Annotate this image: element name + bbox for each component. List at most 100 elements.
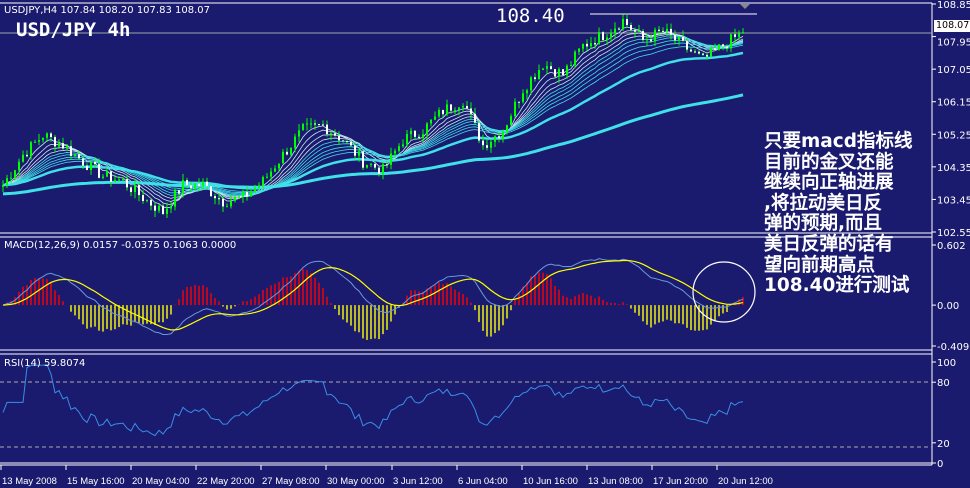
candle-body	[578, 48, 580, 52]
candle-body	[678, 36, 680, 41]
price-axis-label: 106.15	[937, 98, 970, 109]
rsi-panel	[2, 364, 744, 437]
candle-body	[658, 29, 660, 31]
candle-body	[82, 158, 84, 166]
candle-body	[218, 198, 220, 200]
candle-body	[226, 206, 228, 208]
candle-body	[234, 196, 236, 201]
candle-body	[530, 77, 532, 91]
candle-body	[2, 185, 4, 187]
candle-body	[454, 110, 456, 112]
candle-body	[402, 144, 404, 147]
candle-body	[170, 206, 172, 209]
candle-body	[606, 37, 608, 41]
annotation-line: 继续向正轴进展	[764, 172, 894, 194]
candle-body	[630, 25, 632, 30]
candle-body	[346, 141, 348, 143]
candle-body	[542, 68, 544, 71]
candle-body	[646, 39, 648, 41]
candle-body	[478, 122, 480, 141]
candle-body	[710, 48, 712, 57]
candle-body	[74, 154, 76, 156]
candle-body	[110, 171, 112, 183]
candle-body	[122, 179, 124, 181]
candle-body	[198, 183, 200, 187]
candle-body	[270, 171, 272, 177]
candle-body	[522, 93, 524, 102]
candle-body	[414, 130, 416, 137]
candle-body	[354, 145, 356, 156]
time-axis-label: 13 Jun 08:00	[588, 476, 643, 487]
time-axis-label: 17 Jun 20:00	[653, 476, 708, 487]
candle-body	[222, 198, 224, 207]
candle-body	[722, 44, 724, 47]
candle-body	[334, 133, 336, 136]
time-axis-label: 10 Jun 16:00	[523, 476, 578, 487]
candle-body	[406, 134, 408, 145]
candle-body	[562, 69, 564, 76]
candle-body	[550, 66, 552, 70]
candle-body	[250, 191, 252, 197]
macd-axis-label: 0.602	[937, 241, 966, 252]
candle-body	[10, 177, 12, 179]
candle-body	[570, 65, 572, 67]
candle-body	[686, 40, 688, 50]
candle-body	[694, 51, 696, 53]
candle-body	[622, 19, 624, 30]
shift-marker-icon[interactable]	[740, 4, 750, 9]
price-axis-label: 103.45	[937, 195, 970, 206]
ma-line	[2, 44, 744, 192]
candle-body	[342, 140, 344, 142]
candle-body	[202, 181, 204, 187]
candle-body	[238, 196, 240, 198]
candle-body	[378, 167, 380, 174]
candle-body	[30, 142, 32, 157]
candle-body	[338, 135, 340, 141]
price-axis-label: 105.25	[937, 130, 970, 141]
price-axis-label: 107.95	[937, 38, 970, 49]
annotation-line: 弹的预期,而且	[764, 213, 883, 235]
resistance-label: 108.40	[496, 5, 565, 27]
time-axis-label: 20 Jun 12:00	[718, 476, 773, 487]
candle-body	[6, 178, 8, 186]
candle-body	[94, 161, 96, 165]
candle-body	[274, 168, 276, 172]
candle-body	[50, 133, 52, 138]
candle-body	[326, 124, 328, 135]
candle-body	[434, 116, 436, 120]
candle-body	[662, 30, 664, 32]
candle-body	[674, 34, 676, 41]
candle-body	[330, 133, 332, 135]
annotation-text: 只要macd指标线 目前的金叉还能 继续向正轴进展 ,将拉动美日反 弹的预期,而…	[764, 131, 912, 297]
ma-line	[2, 37, 744, 196]
candle-body	[294, 136, 296, 148]
annotation-line: 目前的金叉还能	[764, 151, 894, 173]
candle-body	[302, 124, 304, 131]
candle-body	[210, 186, 212, 197]
candle-body	[498, 136, 500, 139]
price-axis-label: 107.05	[937, 65, 970, 76]
candle-body	[482, 140, 484, 146]
candle-body	[518, 101, 520, 103]
candle-body	[14, 170, 16, 178]
candle-body	[538, 70, 540, 80]
macd-header: MACD(12,26,9) 0.0157 -0.0375 0.1063 0.00…	[4, 240, 237, 251]
candle-body	[54, 137, 56, 147]
candle-body	[86, 165, 88, 171]
candle-body	[254, 187, 256, 192]
candle-body	[546, 66, 548, 69]
candle-body	[70, 146, 72, 156]
candle-body	[714, 48, 716, 50]
candle-body	[486, 145, 488, 148]
candle-body	[130, 187, 132, 193]
candle-body	[682, 36, 684, 41]
time-axis-label: 6 Jun 04:00	[458, 476, 508, 487]
candle-body	[566, 65, 568, 76]
macd-axis-label: 0.00	[937, 301, 959, 312]
candle-body	[370, 163, 372, 166]
candle-body	[182, 180, 184, 194]
candle-body	[98, 164, 100, 178]
